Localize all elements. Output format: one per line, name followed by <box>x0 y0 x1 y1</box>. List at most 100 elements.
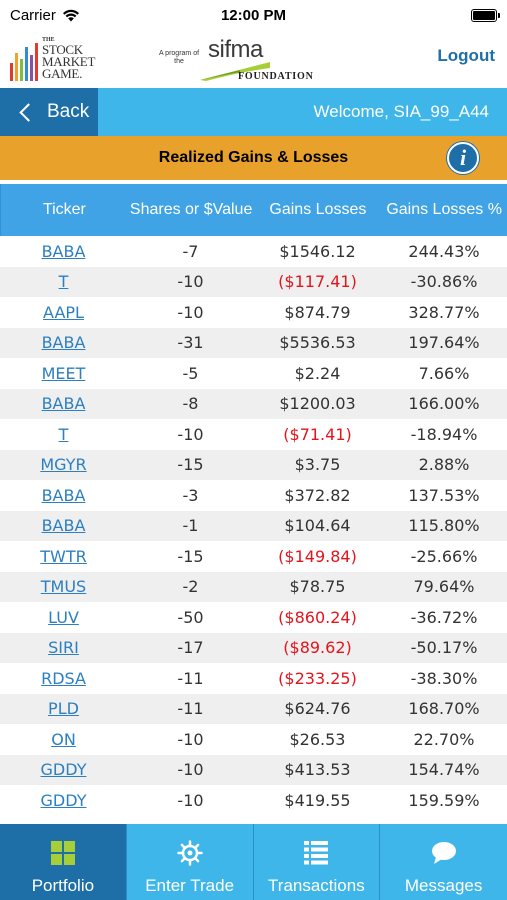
shares-value-cell: -50 <box>127 608 254 627</box>
ticker-link-cell: T <box>0 272 127 291</box>
ticker-link[interactable]: PLD <box>48 699 79 719</box>
battery-icon <box>471 8 500 22</box>
gain-loss-pct-cell: -25.66% <box>381 547 507 566</box>
shares-value-cell: -15 <box>127 455 254 474</box>
header-ticker: Ticker <box>42 201 86 218</box>
shares-value: -5 <box>182 363 199 383</box>
shares-value: -15 <box>177 546 204 566</box>
shares-value-cell: -10 <box>127 791 254 810</box>
shares-value: -10 <box>177 790 204 810</box>
sifma-wordmark: sifma <box>208 36 263 63</box>
welcome-text: Welcome, SIA_99_A44 <box>313 102 489 121</box>
tab-transactions-label: Transactions <box>268 876 365 895</box>
gain-loss-pct: 168.70% <box>408 699 480 719</box>
ticker-link[interactable]: ON <box>51 729 76 749</box>
gain-loss-value: ($71.41) <box>283 424 352 444</box>
shares-value: -10 <box>177 424 204 444</box>
gain-loss-pct-cell: 154.74% <box>381 760 507 779</box>
ticker-link[interactable]: BABA <box>41 485 86 505</box>
ticker-link[interactable]: RDSA <box>41 668 86 688</box>
shares-value-cell: -3 <box>127 486 254 505</box>
shares-value: -7 <box>182 241 199 261</box>
table-row: PLD -11 $624.76 168.70% <box>0 693 507 724</box>
gain-loss-pct-cell: -50.17% <box>381 638 507 657</box>
ticker-link[interactable]: TMUS <box>40 577 87 597</box>
ticker-link[interactable]: BABA <box>41 516 86 536</box>
shares-value: -11 <box>177 668 204 688</box>
gain-loss-pct-cell: -36.72% <box>381 608 507 627</box>
status-bar: Carrier 12:00 PM <box>0 0 507 30</box>
tab-portfolio[interactable]: Portfolio <box>0 824 127 900</box>
ticker-link[interactable]: LUV <box>48 607 79 627</box>
gain-loss-value-cell: $104.64 <box>254 516 381 535</box>
gain-loss-value-cell: ($233.25) <box>254 669 381 688</box>
gain-loss-value: $372.82 <box>284 485 351 505</box>
gains-losses-table[interactable]: Ticker Shares or $Value Gains Losses Gai… <box>0 184 507 824</box>
ticker-link[interactable]: TWTR <box>40 546 87 566</box>
shares-value-cell: -1 <box>127 516 254 535</box>
shares-value: -11 <box>177 699 204 719</box>
sifma-foundation-text: FOUNDATION <box>238 71 314 82</box>
ticker-link[interactable]: GDDY <box>40 760 87 780</box>
ticker-link[interactable]: MGYR <box>40 455 87 475</box>
table-row: T -10 ($71.41) -18.94% <box>0 419 507 450</box>
back-button[interactable]: Back <box>0 88 98 136</box>
ticker-link[interactable]: GDDY <box>40 790 87 810</box>
shares-value-cell: -5 <box>127 364 254 383</box>
logo-stock: STOCK <box>42 41 83 57</box>
gain-loss-value-cell: $624.76 <box>254 699 381 718</box>
gain-loss-pct: 7.66% <box>418 363 470 383</box>
ticker-link[interactable]: AAPL <box>43 302 84 322</box>
gain-loss-value-cell: $2.24 <box>254 364 381 383</box>
header-shares: Shares or $Value <box>129 201 253 218</box>
ticker-link-cell: GDDY <box>0 760 127 779</box>
shares-value: -10 <box>177 272 204 292</box>
table-row: TMUS -2 $78.75 79.64% <box>0 571 507 602</box>
ship-wheel-icon <box>176 840 203 866</box>
table-row: MGYR -15 $3.75 2.88% <box>0 449 507 480</box>
ticker-link[interactable]: T <box>58 272 69 292</box>
gain-loss-value: $1546.12 <box>279 241 356 261</box>
gain-loss-pct-cell: 7.66% <box>381 364 507 383</box>
gain-loss-pct: 79.64% <box>413 577 475 597</box>
shares-value: -31 <box>177 333 204 353</box>
ticker-link[interactable]: BABA <box>41 333 86 353</box>
gain-loss-pct: -18.94% <box>410 424 478 444</box>
ticker-link[interactable]: BABA <box>41 241 86 261</box>
gain-loss-pct-cell: 22.70% <box>381 730 507 749</box>
ticker-link-cell: BABA <box>0 486 127 505</box>
header-gains-losses-pct: Gains Losses % <box>386 201 502 218</box>
logout-button[interactable]: Logout <box>437 46 495 65</box>
list-icon <box>304 841 329 865</box>
tab-messages[interactable]: Messages <box>380 824 507 900</box>
shares-value-cell: -2 <box>127 577 254 596</box>
table-row: BABA -1 $104.64 115.80% <box>0 510 507 541</box>
logo-game: GAME. <box>42 66 83 82</box>
table-row: RDSA -11 ($233.25) -38.30% <box>0 663 507 694</box>
gain-loss-pct: -30.86% <box>410 272 478 292</box>
shares-value-cell: -11 <box>127 699 254 718</box>
gain-loss-value-cell: $1200.03 <box>254 394 381 413</box>
shares-value: -8 <box>182 394 199 414</box>
tab-enter-trade[interactable]: Enter Trade <box>127 824 254 900</box>
gain-loss-value-cell: $5536.53 <box>254 333 381 352</box>
gain-loss-pct: -25.66% <box>410 546 478 566</box>
ticker-link[interactable]: T <box>58 424 69 444</box>
shares-value: -10 <box>177 302 204 322</box>
tab-transactions[interactable]: Transactions <box>254 824 381 900</box>
shares-value-cell: -11 <box>127 669 254 688</box>
shares-value: -3 <box>182 485 199 505</box>
shares-value: -10 <box>177 760 204 780</box>
ticker-link[interactable]: MEET <box>41 363 86 383</box>
ticker-link-cell: SIRI <box>0 638 127 657</box>
gain-loss-value: ($860.24) <box>278 607 357 627</box>
gain-loss-pct-cell: -30.86% <box>381 272 507 291</box>
ticker-link[interactable]: SIRI <box>48 638 79 658</box>
ticker-link[interactable]: BABA <box>41 394 86 414</box>
ticker-link-cell: MEET <box>0 364 127 383</box>
gain-loss-value: $3.75 <box>294 455 341 475</box>
info-icon[interactable]: i <box>447 142 479 174</box>
sifma-swoosh-icon <box>200 62 270 81</box>
ticker-link-cell: PLD <box>0 699 127 718</box>
gain-loss-value: $419.55 <box>284 790 351 810</box>
